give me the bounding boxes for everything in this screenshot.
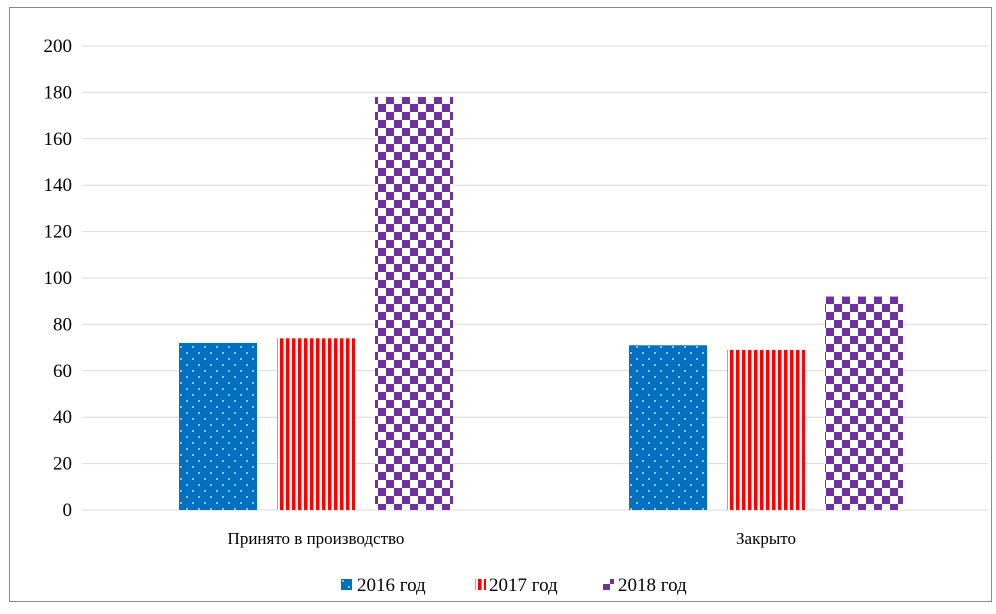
y-tick-label: 100 [44, 268, 73, 289]
x-axis-categories: Принято в производство Закрыто [228, 529, 796, 548]
category-label: Закрыто [736, 529, 796, 548]
y-tick-label: 20 [53, 454, 72, 475]
y-tick-label: 120 [44, 222, 73, 243]
bar-1-series-3 [375, 97, 453, 510]
bar-2-series-2 [727, 349, 805, 510]
y-tick-label: 0 [63, 500, 73, 521]
y-axis-ticks: 0 20 40 60 80 100 120 140 160 180 200 [44, 36, 73, 521]
legend-swatch-series-2 [475, 579, 486, 590]
legend-swatch-series-3 [603, 579, 614, 590]
bars [179, 97, 903, 510]
bar-2-series-1 [629, 345, 707, 510]
bar-1-series-1 [179, 342, 257, 510]
y-tick-label: 40 [53, 407, 72, 428]
legend-label-series-3: 2018 год [618, 575, 687, 596]
legend-label-series-1: 2016 год [357, 575, 426, 596]
y-tick-label: 80 [53, 314, 72, 335]
y-tick-label: 60 [53, 361, 72, 382]
bar-2-series-3 [825, 296, 903, 510]
y-tick-label: 180 [44, 82, 73, 103]
bar-chart: 0 20 40 60 80 100 120 140 160 180 200 Принято в пр… [44, 36, 988, 596]
bar-1-series-2 [277, 338, 355, 510]
chart-frame: 0 20 40 60 80 100 120 140 160 180 200 Принято в пр… [9, 7, 992, 602]
y-tick-label: 200 [44, 36, 73, 57]
y-tick-label: 140 [44, 175, 73, 196]
category-label: Принято в производство [228, 529, 405, 548]
legend: 2016 год 2017 год 2018 год [341, 575, 687, 596]
legend-label-series-2: 2017 год [489, 575, 558, 596]
legend-swatch-series-1 [341, 579, 352, 590]
y-tick-label: 160 [44, 129, 73, 150]
